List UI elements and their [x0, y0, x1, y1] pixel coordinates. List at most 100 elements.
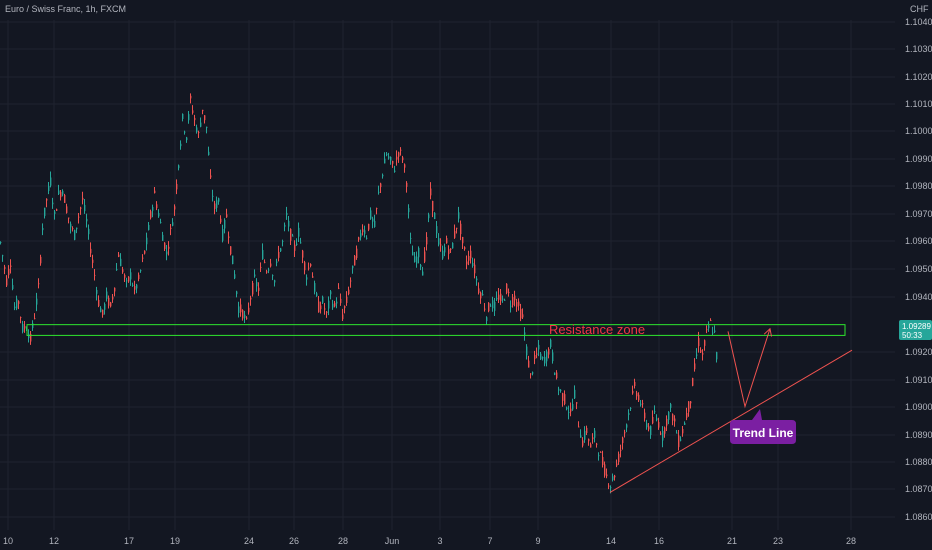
candle-body: [158, 212, 160, 217]
current-price-value: 1.09289: [902, 322, 931, 331]
candle-body: [542, 357, 544, 359]
candle-body: [714, 330, 716, 333]
candle-body: [410, 238, 412, 240]
candle-body: [520, 309, 522, 319]
candle-body: [336, 301, 338, 304]
candle-body: [176, 183, 178, 190]
candle-body: [400, 149, 402, 151]
candle-body: [568, 411, 570, 413]
candle-body: [474, 264, 476, 274]
candle-body: [630, 407, 632, 409]
resistance-zone[interactable]: Resistance zone: [26, 322, 846, 337]
candle-body: [366, 237, 368, 239]
candle-body: [626, 424, 628, 428]
candle-body: [378, 191, 380, 193]
candle-body: [460, 223, 462, 235]
candle-body: [672, 414, 674, 421]
candle-body: [206, 126, 208, 129]
candle-body: [162, 234, 164, 241]
candle-body: [688, 401, 690, 412]
candle-body: [552, 352, 554, 362]
candle-body: [446, 238, 448, 244]
candle-body: [258, 287, 260, 291]
candle-body: [534, 355, 536, 360]
candle-body: [588, 438, 590, 442]
x-tick-label: 7: [487, 536, 492, 546]
candle-body: [458, 212, 460, 219]
candle-body: [616, 463, 618, 466]
candle-body: [84, 204, 86, 212]
candle-body: [708, 325, 710, 329]
candle-body: [172, 222, 174, 226]
candle-body: [130, 272, 132, 280]
candle-body: [356, 248, 358, 258]
candle-body: [478, 288, 480, 293]
candle-body: [484, 308, 486, 310]
candle-body: [368, 223, 370, 230]
candle-body: [138, 274, 140, 280]
candle-body: [152, 207, 154, 211]
resistance-zone-box[interactable]: [26, 324, 846, 336]
y-tick-label: 1.09700: [905, 209, 932, 219]
candle-body: [392, 160, 394, 164]
candle-body: [494, 301, 496, 311]
candle-body: [638, 394, 640, 401]
candle-body: [226, 214, 228, 218]
candle-body: [596, 443, 598, 445]
candle-body: [592, 437, 594, 440]
y-tick-label: 1.09200: [905, 347, 932, 357]
candle-body: [414, 256, 416, 263]
candle-body: [480, 292, 482, 299]
candle-body: [148, 224, 150, 230]
candle-body: [566, 407, 568, 410]
candle-body: [706, 329, 708, 331]
candle-body: [284, 224, 286, 227]
candle-body: [166, 251, 168, 255]
candle-body: [438, 238, 440, 245]
candle-body: [242, 310, 244, 319]
candle-body: [594, 430, 596, 438]
y-tick-label: 1.08900: [905, 430, 932, 440]
candle-body: [178, 165, 180, 169]
trend-line-callout[interactable]: Trend Line: [730, 409, 796, 444]
candle-body: [532, 372, 534, 374]
candle-body: [452, 242, 454, 249]
candle-body: [146, 237, 148, 245]
candle-body: [406, 182, 408, 187]
candle-body: [364, 230, 366, 234]
candle-body: [512, 297, 514, 306]
candle-body: [482, 293, 484, 296]
candle-body: [218, 198, 220, 202]
candle-body: [76, 227, 78, 230]
projection-path[interactable]: [727, 328, 771, 409]
candle-body: [334, 302, 336, 307]
candle-body: [678, 435, 680, 448]
y-tick-label: 1.09400: [905, 292, 932, 302]
candle-body: [272, 275, 274, 277]
candle-body: [46, 198, 48, 201]
candle-body: [576, 402, 578, 404]
candle-body: [150, 211, 152, 218]
candle-body: [420, 264, 422, 267]
arrow-head-stroke: [763, 327, 772, 337]
candle-body: [240, 304, 242, 313]
candle-body: [198, 132, 200, 134]
candlesticks: [0, 93, 718, 494]
candle-body: [504, 299, 506, 301]
candle-body: [204, 115, 206, 121]
candle-body: [644, 412, 646, 419]
candle-body: [524, 332, 526, 335]
candle-body: [522, 314, 524, 318]
candle-body: [432, 200, 434, 211]
candle-body: [608, 485, 610, 487]
candle-body: [650, 426, 652, 435]
candle-body: [602, 457, 604, 465]
candle-body: [636, 392, 638, 397]
x-tick-label: 9: [535, 536, 540, 546]
trend-line-callout-label: Trend Line: [733, 426, 794, 440]
candle-body: [248, 307, 250, 313]
candle-body: [74, 230, 76, 240]
candle-body: [508, 291, 510, 294]
bar-countdown: 50:33: [902, 331, 923, 340]
